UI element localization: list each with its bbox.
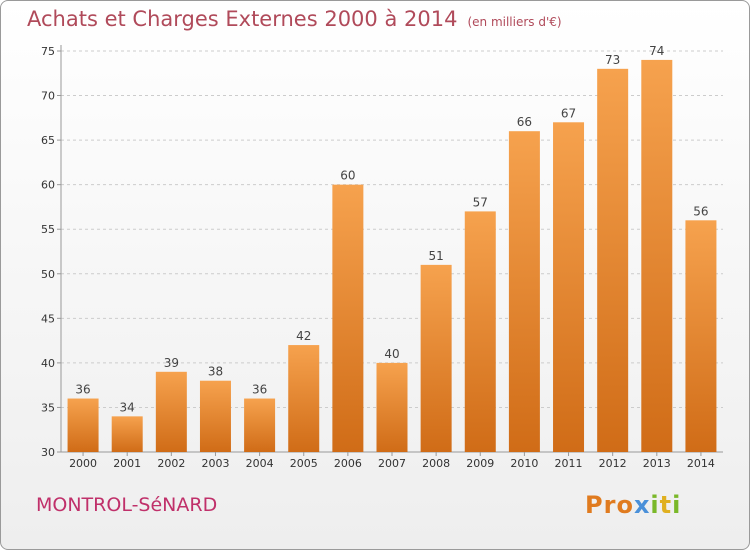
- proxiti-logo: Proxiti: [585, 491, 681, 519]
- x-tick-label: 2008: [422, 457, 450, 470]
- commune-name: MONTROL-SéNARD: [36, 494, 218, 516]
- x-tick-label: 2010: [510, 457, 538, 470]
- x-tick-label: 2000: [69, 457, 97, 470]
- logo-letter: t: [659, 491, 673, 519]
- data-label: 36: [252, 383, 267, 397]
- data-label: 51: [428, 249, 443, 263]
- data-label: 67: [561, 106, 576, 120]
- data-label: 74: [649, 44, 664, 58]
- bar-2010: [508, 131, 540, 452]
- data-label: 73: [605, 53, 620, 67]
- bar-2012: [597, 68, 629, 453]
- y-tick-label: 30: [41, 446, 55, 459]
- logo-letter: P: [585, 491, 604, 519]
- data-label: 38: [208, 365, 223, 379]
- data-label: 42: [296, 329, 311, 343]
- x-tick-label: 2004: [246, 457, 274, 470]
- x-tick-label: 2014: [687, 457, 715, 470]
- data-label: 34: [120, 400, 135, 414]
- x-tick-label: 2006: [334, 457, 362, 470]
- y-tick-label: 70: [41, 90, 55, 103]
- bar-2003: [199, 380, 231, 452]
- x-tick-label: 2013: [643, 457, 671, 470]
- data-labels: 36 34 39 38 36 42 60 40 51 57 66 67 73 74 56: [75, 44, 708, 414]
- chart-title-text: Achats et Charges Externes 2000 à 2014: [27, 7, 458, 31]
- x-tick-label: 2012: [599, 457, 627, 470]
- x-tick-label: 2003: [201, 457, 229, 470]
- x-tick-label: 2005: [290, 457, 318, 470]
- x-tick-label: 2009: [466, 457, 494, 470]
- bar-2014: [685, 220, 717, 452]
- chart-title: Achats et Charges Externes 2000 à 2014 (e…: [27, 7, 562, 31]
- bar-2000: [67, 398, 99, 452]
- logo-letter: r: [603, 491, 617, 519]
- y-tick-label: 50: [41, 268, 55, 281]
- x-tick-label: 2011: [555, 457, 583, 470]
- x-tick-label: 2007: [378, 457, 406, 470]
- logo-letter: x: [633, 491, 651, 519]
- x-tick-label: 2002: [157, 457, 185, 470]
- bar-2001: [111, 416, 143, 452]
- y-tick-label: 35: [41, 401, 55, 414]
- bar-2006: [332, 184, 364, 452]
- y-tick-label: 75: [41, 45, 55, 58]
- bars: [67, 59, 717, 453]
- y-tick-label: 45: [41, 312, 55, 325]
- y-tick-label: 55: [41, 223, 55, 236]
- bar-2008: [420, 264, 452, 452]
- x-tick-label: 2001: [113, 457, 141, 470]
- y-tick-label: 40: [41, 357, 55, 370]
- bar-2007: [376, 362, 408, 452]
- data-label: 56: [693, 204, 708, 218]
- bar-2005: [288, 345, 320, 452]
- bar-2002: [155, 371, 187, 452]
- data-label: 40: [384, 347, 399, 361]
- data-label: 66: [517, 115, 532, 129]
- data-label: 39: [164, 356, 179, 370]
- bar-2009: [464, 211, 496, 452]
- data-label: 36: [75, 383, 90, 397]
- logo-letter: i: [672, 491, 682, 519]
- bar-2011: [553, 122, 585, 453]
- y-tick-label: 60: [41, 179, 55, 192]
- bar-2004: [244, 398, 276, 452]
- data-label: 60: [340, 169, 355, 183]
- y-tick-label: 65: [41, 134, 55, 147]
- bar-2013: [641, 59, 673, 453]
- logo-letter: o: [616, 491, 634, 519]
- logo-letter: i: [650, 491, 660, 519]
- chart-unit: (en milliers d'€): [467, 15, 562, 29]
- data-label: 57: [473, 195, 488, 209]
